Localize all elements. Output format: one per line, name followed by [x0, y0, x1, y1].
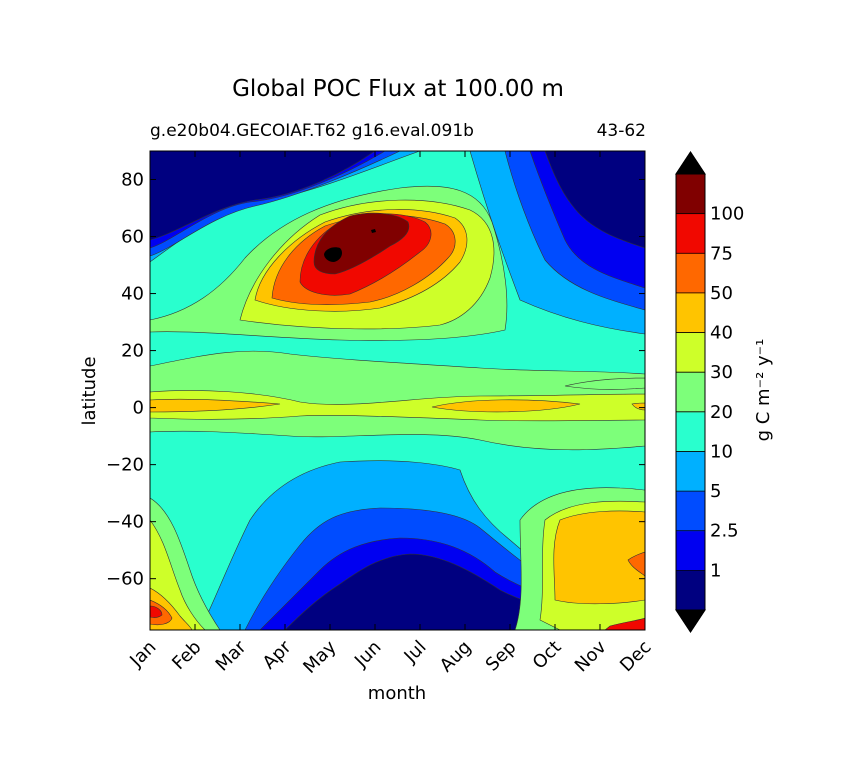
- x-tick-label: Jan: [125, 637, 160, 672]
- colorbar-extend-bottom: [675, 609, 706, 633]
- colorbar-segment: [676, 174, 705, 215]
- chart-title: Global POC Flux at 100.00 m: [232, 76, 564, 102]
- x-tick-label: Nov: [571, 636, 611, 676]
- colorbar-outline: [675, 151, 706, 633]
- plot-frame: [149, 150, 646, 631]
- colorbar-segment: [676, 530, 705, 571]
- colorbar-segment: [676, 372, 705, 413]
- x-tick-label: Dec: [616, 637, 655, 676]
- contour-equatorial-30: [150, 390, 645, 422]
- colorbar-tick-label: 5: [710, 481, 721, 502]
- y-tick-label: −40: [106, 512, 144, 533]
- colorbar-segment: [676, 411, 705, 452]
- contour-equatorial-40-right: [431, 399, 581, 413]
- y-tick-label: 60: [121, 227, 144, 248]
- colorbar-tick-label: 30: [710, 362, 733, 383]
- x-axis-label: month: [368, 683, 426, 704]
- colorbar-label: g C m⁻² y⁻¹: [753, 339, 774, 442]
- colorbar-tick-label: 75: [710, 243, 733, 264]
- contour-field: [150, 151, 645, 630]
- chart-subtitle-right: 43-62: [596, 121, 646, 141]
- colorbar-segment: [676, 451, 705, 492]
- contour-southwest-75: [150, 605, 163, 618]
- y-tick-label: 80: [121, 170, 144, 191]
- x-tick-label: Feb: [168, 637, 205, 674]
- colorbar: 1 2.5 5 10 20 30 40 50 75 100: [675, 151, 744, 633]
- x-tick-label: Mar: [212, 636, 251, 675]
- y-tick-label: 40: [121, 284, 144, 305]
- colorbar-segment: [676, 213, 705, 254]
- colorbar-tick-label: 20: [710, 402, 733, 423]
- colorbar-tick-label: 2.5: [710, 521, 739, 542]
- colorbar-tick-label: 50: [710, 283, 733, 304]
- x-tick-label: Jun: [350, 637, 385, 672]
- chart-subtitle-left: g.e20b04.GECOIAF.T62 g16.eval.091b: [150, 121, 474, 141]
- x-tick-label: Sep: [482, 637, 521, 676]
- x-tick-label: Oct: [529, 637, 566, 674]
- y-tick-label: −20: [106, 455, 144, 476]
- y-tick-label: 20: [121, 341, 144, 362]
- contour-bloom-peak-small: [371, 229, 376, 233]
- contour-equatorial-40-edge: [631, 402, 645, 411]
- colorbar-tick-label: 40: [710, 323, 733, 344]
- y-tick-label: −60: [106, 569, 144, 590]
- x-tick-label: Jul: [400, 637, 431, 668]
- colorbar-segment: [676, 570, 705, 611]
- y-tick-label: 0: [133, 398, 144, 419]
- contour-south-edge-red: [604, 617, 645, 630]
- colorbar-tick-label: 1: [710, 560, 721, 581]
- x-tick-label: May: [299, 636, 340, 677]
- y-axis-label: latitude: [79, 356, 100, 425]
- contour-tropical-north-green: [564, 377, 645, 390]
- contour-south-atlantic-50: [627, 551, 645, 577]
- colorbar-segment: [676, 292, 705, 334]
- colorbar-segment: [676, 253, 705, 294]
- colorbar-extend-top: [675, 151, 706, 175]
- contour-south-atlantic-40: [553, 510, 645, 605]
- contour-equatorial-band: [150, 350, 645, 451]
- contour-north-under-1: [150, 151, 645, 249]
- contour-bloom-peak: [324, 247, 342, 262]
- contour-equatorial-40-left: [150, 398, 281, 413]
- colorbar-tick-label: 100: [710, 204, 744, 225]
- colorbar-tick-label: 10: [710, 441, 733, 462]
- colorbar-segment: [676, 491, 705, 532]
- x-tick-label: Aug: [436, 637, 476, 677]
- x-tick-label: Apr: [259, 636, 296, 673]
- colorbar-segment: [676, 332, 705, 373]
